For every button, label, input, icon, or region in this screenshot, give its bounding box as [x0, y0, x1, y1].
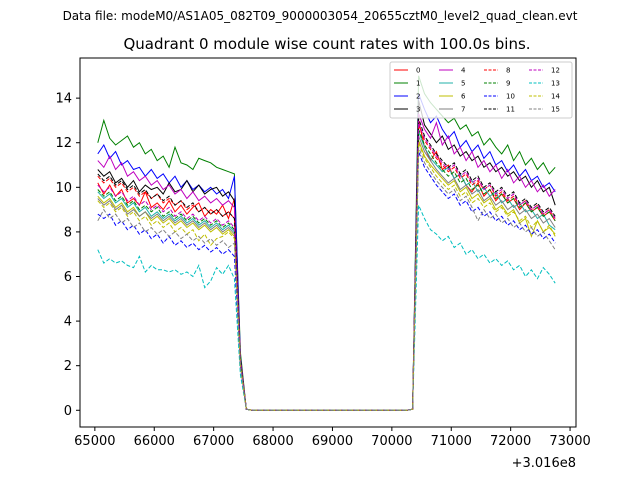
- legend-label-14: 14: [551, 93, 560, 101]
- y-tick-label: 0: [64, 404, 72, 419]
- x-offset-label: +3.016e8: [512, 456, 576, 471]
- legend-label-9: 9: [506, 80, 510, 88]
- axis-ticks: 65000 66000 67000 68000 69000 70000 71000 72000…: [55, 92, 590, 449]
- legend-label-5: 5: [461, 80, 465, 88]
- legend-label-13: 13: [551, 80, 560, 88]
- x-tick-label: 66000: [134, 434, 175, 449]
- chart-title: Quadrant 0 module wise count rates with …: [123, 35, 530, 53]
- legend-label-1: 1: [416, 80, 420, 88]
- y-tick-label: 10: [55, 181, 72, 196]
- legend-label-6: 6: [461, 93, 466, 101]
- x-tick-label: 69000: [312, 434, 353, 449]
- y-tick-label: 4: [64, 315, 72, 330]
- legend-label-10: 10: [506, 93, 515, 101]
- x-tick-label: 68000: [252, 434, 293, 449]
- legend-label-7: 7: [461, 106, 465, 114]
- x-tick-label: 67000: [193, 434, 234, 449]
- legend-label-0: 0: [416, 67, 420, 75]
- x-tick-label: 70000: [371, 434, 412, 449]
- legend-label-15: 15: [551, 106, 560, 114]
- legend-label-3: 3: [416, 106, 420, 114]
- y-tick-label: 8: [64, 225, 72, 240]
- series-line-12: [97, 122, 556, 411]
- legend-label-2: 2: [416, 93, 420, 101]
- y-tick-label: 14: [55, 92, 72, 107]
- legend-label-11: 11: [506, 106, 515, 114]
- legend-box: [389, 61, 573, 119]
- x-tick-label: 72000: [490, 434, 531, 449]
- legend-label-4: 4: [461, 67, 466, 75]
- x-tick-label: 65000: [74, 434, 115, 449]
- y-tick-label: 12: [55, 136, 72, 151]
- plot-area: [97, 75, 556, 411]
- chart-suptitle: Data file: modeM0/AS1A05_082T09_90000030…: [63, 9, 578, 23]
- y-tick-label: 2: [64, 359, 72, 374]
- axes-frame: [79, 57, 577, 428]
- legend-label-8: 8: [506, 67, 510, 75]
- y-tick-label: 6: [64, 270, 72, 285]
- series-line-15: [97, 147, 556, 411]
- x-tick-label: 73000: [549, 434, 590, 449]
- legend-label-12: 12: [551, 67, 560, 75]
- x-tick-label: 71000: [431, 434, 472, 449]
